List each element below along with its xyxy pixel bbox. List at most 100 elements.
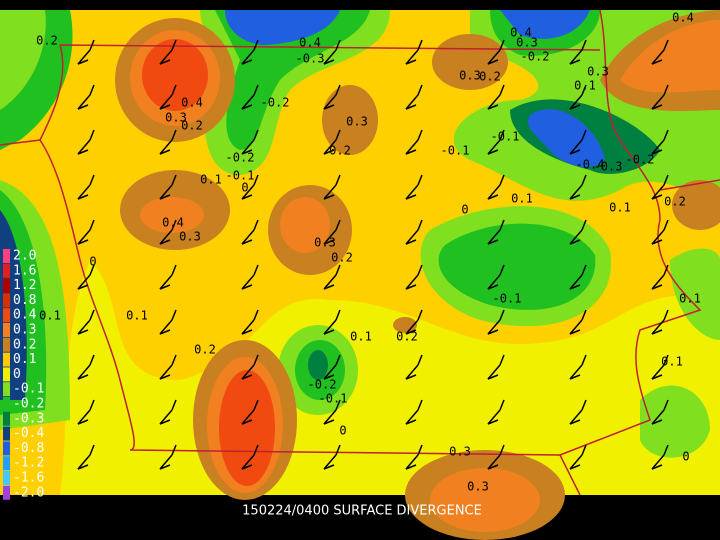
legend-label: -2.0	[13, 485, 44, 500]
contour-label: 0.3	[314, 236, 336, 250]
legend-swatch	[3, 367, 10, 382]
contour-label: -0.3	[594, 160, 623, 174]
wind-barb	[651, 444, 669, 470]
wind-barb	[487, 264, 505, 290]
contour-label: 0.1	[574, 79, 596, 93]
contour-label: -0.4	[576, 158, 605, 172]
contour-label: 0.3	[165, 111, 187, 125]
field	[0, 10, 720, 540]
wind-barb	[241, 354, 259, 380]
contour-label: 0.4	[299, 36, 321, 50]
wind-barb	[569, 309, 587, 335]
wind-barb	[77, 309, 95, 335]
wind-barb	[323, 309, 341, 335]
wind-barb	[77, 264, 95, 290]
wind-barb	[323, 39, 341, 65]
wind-barb	[569, 264, 587, 290]
contour-label: 0	[339, 424, 346, 438]
wind-barb	[323, 174, 341, 200]
wind-barb	[569, 174, 587, 200]
wind-barb	[651, 39, 669, 65]
wind-barb	[651, 174, 669, 200]
contour-label: -0.1	[491, 130, 520, 144]
wind-barb	[241, 39, 259, 65]
wind-barb	[159, 444, 177, 470]
wind-barb	[651, 129, 669, 155]
contour-label: 0.1	[511, 192, 533, 206]
contour-label: -0.1	[441, 144, 470, 158]
legend-swatch	[3, 352, 10, 367]
contour-label: 0.2	[331, 251, 353, 265]
contour-label: 0.1	[661, 355, 683, 369]
wind-barb	[569, 39, 587, 65]
wind-barb	[405, 399, 423, 425]
contour-label: 0.4	[162, 216, 184, 230]
wind-barb	[77, 219, 95, 245]
contour-label: 0.1	[350, 330, 372, 344]
legend-swatch	[3, 249, 10, 263]
wind-barb	[159, 354, 177, 380]
contour-label: 0.3	[516, 36, 538, 50]
legend-label: 0.3	[13, 323, 36, 338]
contour-label: 0.2	[664, 195, 686, 209]
wind-barb	[241, 444, 259, 470]
wind-barb	[487, 129, 505, 155]
contour-label: 0.3	[459, 69, 481, 83]
legend-label: -0.1	[13, 382, 44, 397]
wind-barb	[323, 399, 341, 425]
legend-swatch	[3, 441, 10, 456]
wind-barb	[159, 309, 177, 335]
wind-barb	[159, 39, 177, 65]
wind-barb	[487, 84, 505, 110]
wind-barb	[651, 264, 669, 290]
wind-barb	[487, 309, 505, 335]
contour-label: -0.2	[521, 50, 550, 64]
wind-barb	[651, 399, 669, 425]
wind-barb	[405, 129, 423, 155]
wind-barb	[487, 399, 505, 425]
wind-barb	[241, 399, 259, 425]
legend-swatch	[3, 323, 10, 337]
wind-barb	[159, 399, 177, 425]
legend-label: 0.1	[13, 352, 36, 367]
wind-barb	[569, 399, 587, 425]
legend-swatch	[3, 337, 10, 352]
contour-labels: 0.2 0.4-0.30.40.3-0.20.40.30.2 0.30.10.40.…	[36, 11, 701, 494]
wind-barb	[405, 354, 423, 380]
contour-label: 0.1	[126, 309, 148, 323]
legend-label: -1.6	[13, 471, 44, 486]
wind-barb	[651, 309, 669, 335]
contour-label: -0.3	[296, 52, 325, 66]
wind-barb	[487, 354, 505, 380]
legend-label: 1.6	[13, 263, 36, 278]
wind-barbs	[77, 39, 669, 470]
contour-label: 0.1	[679, 292, 701, 306]
wind-barb	[159, 84, 177, 110]
legend-label: -0.4	[13, 426, 44, 441]
legend-swatch	[3, 308, 10, 323]
wind-barb	[241, 84, 259, 110]
wind-barb	[77, 354, 95, 380]
contour-label: 0.4	[181, 96, 203, 110]
contour-label: -0.1	[319, 392, 348, 406]
legend-label: 0	[13, 367, 21, 382]
contour-label: 0.3	[467, 480, 489, 494]
legend-swatch	[3, 397, 10, 411]
contour-label: -0.1	[226, 169, 255, 183]
wind-barb	[241, 129, 259, 155]
wind-barb	[77, 84, 95, 110]
legend-label: -0.3	[13, 411, 44, 426]
legend-label: -0.8	[13, 441, 44, 456]
contour-label: 0.2	[329, 144, 351, 158]
wind-barb	[487, 444, 505, 470]
legend: 2.01.61.20.80.40.30.20.10-0.1-0.2-0.3-0.…	[3, 249, 44, 500]
contour-label: 0.1	[609, 201, 631, 215]
legend-label: 1.2	[13, 278, 36, 293]
legend-label: 2.0	[13, 249, 36, 264]
contour-label: 0.3	[179, 230, 201, 244]
legend-swatch	[3, 426, 10, 441]
wind-barb	[569, 84, 587, 110]
legend-label: 0.8	[13, 293, 36, 308]
wind-barb	[323, 129, 341, 155]
contour-label: -0.2	[261, 96, 290, 110]
